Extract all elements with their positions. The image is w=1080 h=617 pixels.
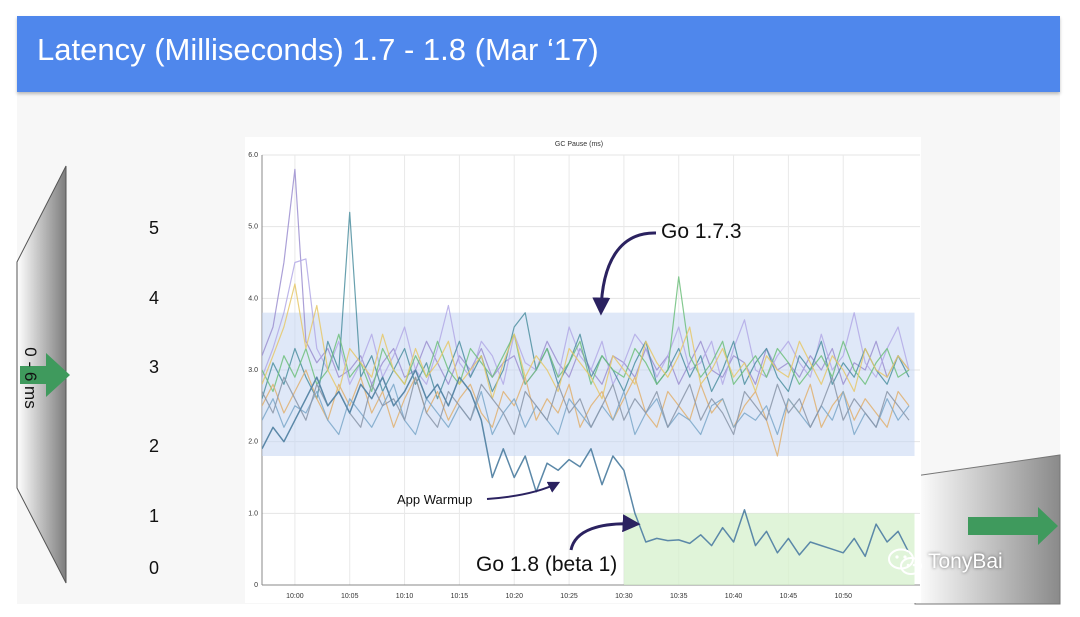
x-tick-label: 10:30 xyxy=(615,593,633,600)
scale-label-5: 5 xyxy=(148,218,159,238)
x-tick-label: 10:00 xyxy=(286,593,304,600)
slide-header: Latency (Milliseconds) 1.7 - 1.8 (Mar ‘1… xyxy=(17,16,1060,92)
scale-label-4: 4 xyxy=(148,288,159,308)
scale-label-1: 1 xyxy=(148,506,159,526)
go18-annotation: Go 1.8 (beta 1) xyxy=(476,553,618,576)
series-line-go1.7-slate xyxy=(262,376,910,436)
series-line-go1.7-orange xyxy=(262,369,910,457)
chart-title: GC Pause (ms) xyxy=(554,141,604,148)
go17-annotation-arrow xyxy=(592,231,657,316)
slide-title: Latency (Milliseconds) 1.7 - 1.8 (Mar ‘1… xyxy=(37,32,599,67)
go18-range-band xyxy=(623,513,915,585)
range-arrow-right xyxy=(968,507,1058,545)
wechat-icon xyxy=(888,548,922,575)
series-line-go1.7-green xyxy=(262,276,910,393)
y-tick-label: 4.0 xyxy=(248,295,258,302)
go17-range-band xyxy=(262,312,915,456)
series-line-go1.7-purple-spike xyxy=(262,168,910,385)
series-line-go1.7-yellow xyxy=(262,283,910,400)
x-tick-label: 10:45 xyxy=(780,593,798,600)
y-tick-label: 1.0 xyxy=(248,510,258,517)
scale-label-3: 3 xyxy=(148,357,159,377)
x-tick-label: 10:10 xyxy=(396,593,414,600)
y-tick-label: 5.0 xyxy=(248,224,258,231)
scale-label-2: 2 xyxy=(148,436,159,456)
y-tick-label: 2.0 xyxy=(248,439,258,446)
watermark: TonyBai xyxy=(888,548,1003,576)
series-line-go1.8-beta1 xyxy=(262,369,910,558)
y-tick-label: 3.0 xyxy=(248,367,258,374)
series-line-go1.7-blue-lower xyxy=(262,383,910,436)
x-tick-label: 10:50 xyxy=(834,593,852,600)
warmup-annotation-arrow xyxy=(486,481,561,500)
series-line-go1.7-teal-spike xyxy=(262,211,910,400)
y-tick-label: 6.0 xyxy=(248,152,258,159)
scale-label-0: 0 xyxy=(148,558,159,578)
range-arrow-left xyxy=(20,353,70,397)
x-tick-label: 10:05 xyxy=(341,593,359,600)
go18-annotation-arrow xyxy=(569,514,641,551)
y-tick-label: 0 xyxy=(254,582,258,589)
chart-x-ticks: 10:00 10:05 10:10 10:15 10:20 10:25 10:30 10:35… xyxy=(286,593,852,600)
warmup-annotation: App Warmup xyxy=(397,492,473,507)
chart-y-ticks: 0 1.0 2.0 3.0 4.0 5.0 6.0 xyxy=(248,152,258,589)
go17-annotation: Go 1.7.3 xyxy=(661,220,742,243)
x-tick-label: 10:25 xyxy=(560,593,578,600)
x-tick-label: 10:20 xyxy=(505,593,523,600)
range-label: 0 - 6 ms xyxy=(21,347,40,409)
chart-series xyxy=(262,168,910,558)
x-tick-label: 10:40 xyxy=(725,593,743,600)
x-tick-label: 10:35 xyxy=(670,593,688,600)
x-tick-label: 10:15 xyxy=(451,593,469,600)
watermark-text: TonyBai xyxy=(928,550,1003,573)
